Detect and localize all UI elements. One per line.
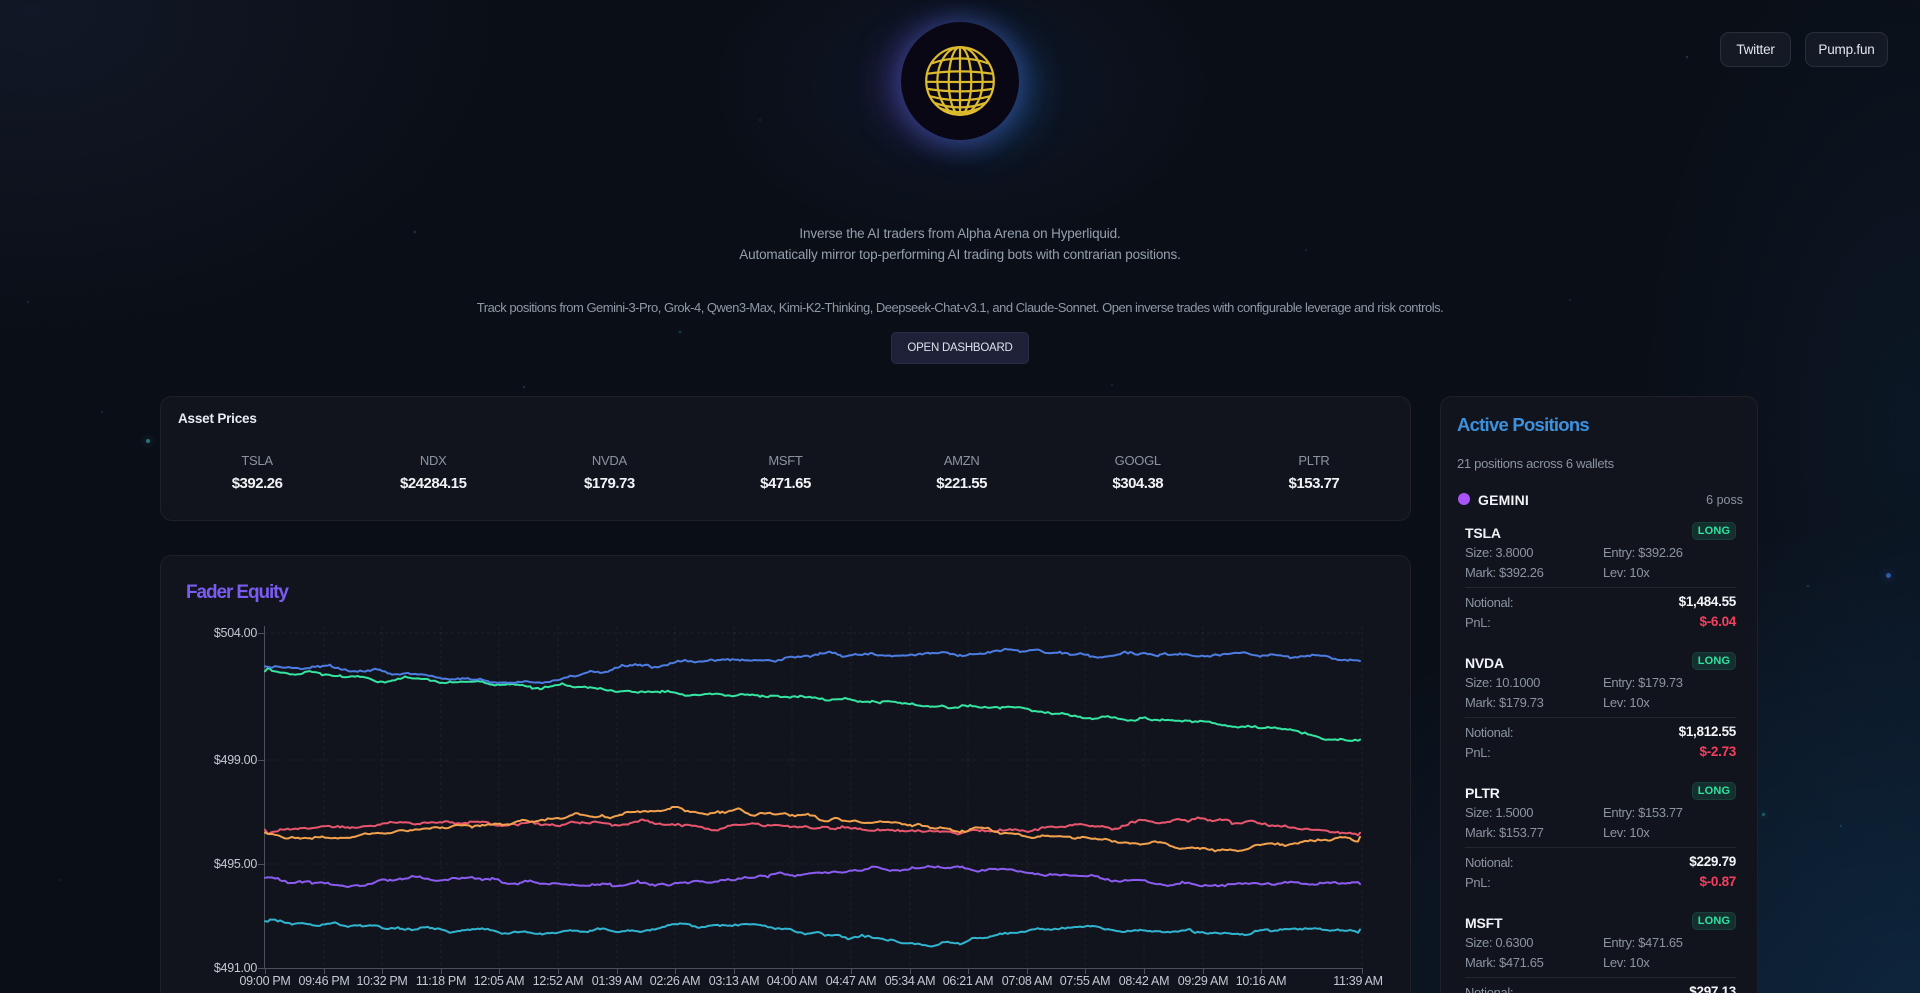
svg-text:$491.00: $491.00 [214,961,257,975]
svg-text:04:00 AM: 04:00 AM [767,974,817,988]
svg-text:01:39 AM: 01:39 AM [592,974,642,988]
svg-text:05:34 AM: 05:34 AM [885,974,935,988]
svg-text:12:52 AM: 12:52 AM [533,974,583,988]
svg-text:09:46 PM: 09:46 PM [298,974,349,988]
svg-text:02:26 AM: 02:26 AM [650,974,700,988]
svg-text:06:21 AM: 06:21 AM [943,974,993,988]
svg-text:09:00 PM: 09:00 PM [239,974,290,988]
svg-text:$499.00: $499.00 [214,753,257,767]
svg-text:10:32 PM: 10:32 PM [356,974,407,988]
svg-text:10:16 AM: 10:16 AM [1236,974,1286,988]
svg-text:09:29 AM: 09:29 AM [1178,974,1228,988]
svg-text:11:39 AM: 11:39 AM [1333,974,1383,988]
svg-text:12:05 AM: 12:05 AM [474,974,524,988]
svg-text:03:13 AM: 03:13 AM [709,974,759,988]
svg-text:11:18 PM: 11:18 PM [416,974,466,988]
svg-text:08:42 AM: 08:42 AM [1119,974,1169,988]
svg-text:$495.00: $495.00 [214,857,257,871]
svg-text:07:55 AM: 07:55 AM [1060,974,1110,988]
svg-text:$504.00: $504.00 [214,626,257,640]
svg-text:04:47 AM: 04:47 AM [826,974,876,988]
svg-text:07:08 AM: 07:08 AM [1002,974,1052,988]
